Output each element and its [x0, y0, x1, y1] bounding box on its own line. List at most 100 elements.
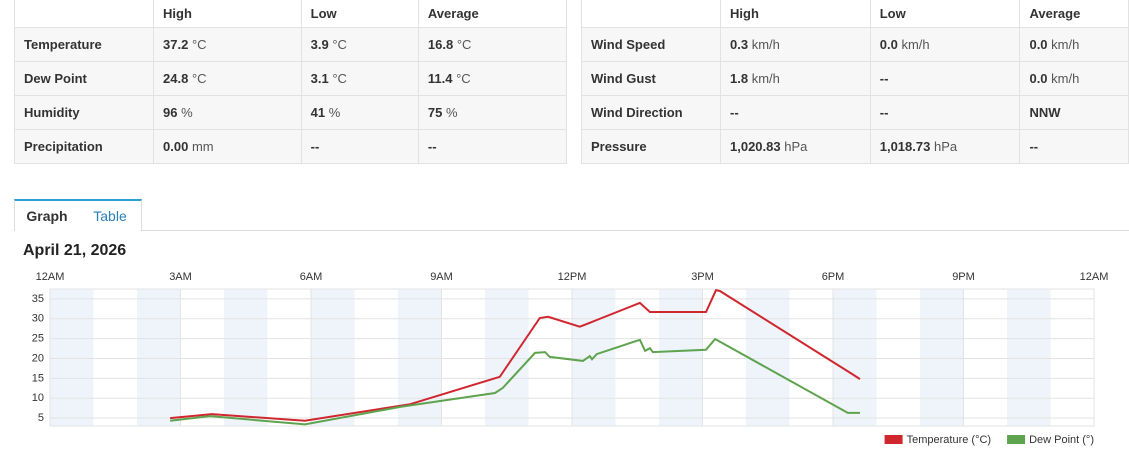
cell: 41 % — [300, 95, 419, 130]
cell-value: 3.9 — [310, 37, 329, 52]
table-row: Wind Direction -- -- NNW — [581, 95, 1129, 130]
header-cell: High — [153, 0, 302, 28]
table-row: Dew Point 24.8 °C 3.1 °C 11.4 °C — [14, 61, 568, 96]
legend-swatch — [1007, 435, 1026, 444]
summary-table: High Low Average Wind Speed 0.3 km/h 0.0 km/h… — [581, 0, 1129, 164]
hour-band — [224, 289, 268, 426]
summary-table: High Low Average Temperature 37.2 °C 3.9 °C 16… — [14, 0, 568, 164]
table-row: Wind Gust 1.8 km/h -- 0.0 km/h — [581, 61, 1129, 96]
cell: 3.9 °C — [300, 27, 419, 62]
cell-unit: °C — [456, 71, 471, 86]
cell-unit: km/h — [751, 71, 780, 86]
table-row: Pressure 1,020.83 hPa 1,018.73 hPa -- — [581, 129, 1129, 164]
y-tick-label: 10 — [32, 392, 44, 404]
cell: 96 % — [153, 95, 302, 130]
cell-value: -- — [730, 105, 739, 120]
hour-band — [833, 289, 877, 426]
cell: 3.1 °C — [300, 61, 419, 96]
cell-value: 41 — [310, 105, 326, 120]
cell: -- — [869, 95, 1021, 130]
row-label: Humidity — [14, 95, 154, 130]
cell: 0.0 km/h — [1019, 61, 1129, 96]
y-tick-label: 15 — [32, 372, 44, 384]
row-label: Wind Gust — [581, 61, 721, 96]
cell: -- — [300, 129, 419, 164]
cell-unit: °C — [332, 37, 347, 52]
row-label: Wind Direction — [581, 95, 721, 130]
y-tick-label: 30 — [32, 313, 44, 325]
hour-band — [1007, 289, 1051, 426]
hour-band — [920, 289, 964, 426]
x-tick-label: 3AM — [169, 271, 192, 283]
table-row: Humidity 96 % 41 % 75 % — [14, 95, 568, 130]
cell-value: -- — [879, 71, 889, 86]
tab[interactable]: Graph — [14, 199, 80, 231]
cell: 37.2 °C — [153, 27, 302, 62]
hour-band — [50, 289, 94, 426]
cell-value: 1.8 — [730, 71, 749, 86]
cell-value: 16.8 — [427, 37, 454, 52]
cell-value: 37.2 — [163, 37, 189, 52]
cell-unit: °C — [456, 37, 472, 52]
hour-band — [746, 289, 790, 426]
cell-value: 1,018.73 — [879, 139, 931, 154]
series-line — [169, 337, 860, 426]
row-label: Pressure — [581, 129, 721, 164]
cell-unit: % — [181, 105, 193, 120]
row-label: Dew Point — [14, 61, 154, 96]
cell: 0.0 km/h — [1019, 27, 1129, 62]
row-label: Precipitation — [14, 129, 154, 164]
x-tick-label: 12AM — [1080, 271, 1109, 283]
cell-value: 0.00 — [163, 139, 189, 154]
hour-band — [485, 289, 529, 426]
header-cell: Low — [869, 0, 1021, 28]
cell-value: 24.8 — [163, 71, 189, 86]
x-tick-label: 9AM — [430, 271, 453, 283]
cell-value: 1,020.83 — [730, 139, 781, 154]
x-tick-label: 9PM — [952, 271, 975, 283]
x-tick-label: 6AM — [300, 271, 323, 283]
cell: -- — [1019, 129, 1129, 164]
y-tick-label: 5 — [38, 412, 44, 424]
cell-value: 75 — [427, 105, 443, 120]
cell-value: 3.1 — [310, 71, 329, 86]
cell: NNW — [1019, 95, 1129, 130]
table-row: Wind Speed 0.3 km/h 0.0 km/h 0.0 km/h — [581, 27, 1129, 62]
header-row: High Low Average — [14, 0, 568, 28]
cell-unit: mm — [191, 139, 214, 154]
cell-value: -- — [427, 139, 437, 154]
y-tick-label: 25 — [32, 333, 44, 345]
x-tick-label: 6PM — [822, 271, 845, 283]
cell-unit: °C — [191, 71, 207, 86]
cell: 1,020.83 hPa — [720, 129, 871, 164]
legend-swatch — [884, 435, 903, 444]
legend-label: Dew Point (°) — [1029, 434, 1094, 446]
cell: 1,018.73 hPa — [869, 129, 1021, 164]
tab[interactable]: Table — [79, 199, 142, 231]
y-tick-label: 20 — [32, 352, 44, 364]
cell: 0.0 km/h — [869, 27, 1021, 62]
tab-bar: Graph Table — [14, 199, 1129, 231]
cell-value: 96 — [163, 105, 178, 120]
cell: -- — [869, 61, 1021, 96]
hour-band — [137, 289, 181, 426]
cell-value: -- — [310, 139, 320, 154]
cell: 0.00 mm — [153, 129, 302, 164]
cell-value: 0.0 — [1029, 37, 1048, 52]
row-label: Wind Speed — [581, 27, 721, 62]
cell-unit: °C — [191, 37, 207, 52]
cell-unit: km/h — [1051, 71, 1080, 86]
cell-value: -- — [1029, 139, 1039, 154]
header-cell — [14, 0, 154, 28]
cell: 1.8 km/h — [720, 61, 871, 96]
y-tick-label: 35 — [32, 293, 44, 305]
cell-value: 0.0 — [879, 37, 898, 52]
table-row: Precipitation 0.00 mm -- -- — [14, 129, 568, 164]
legend-label: Temperature (°C) — [907, 434, 991, 446]
header-cell: Average — [417, 0, 568, 28]
cell-unit: km/h — [901, 37, 930, 52]
cell-unit: hPa — [933, 139, 958, 154]
date-heading: April 21, 2026 — [23, 242, 127, 259]
series-line — [170, 289, 861, 422]
